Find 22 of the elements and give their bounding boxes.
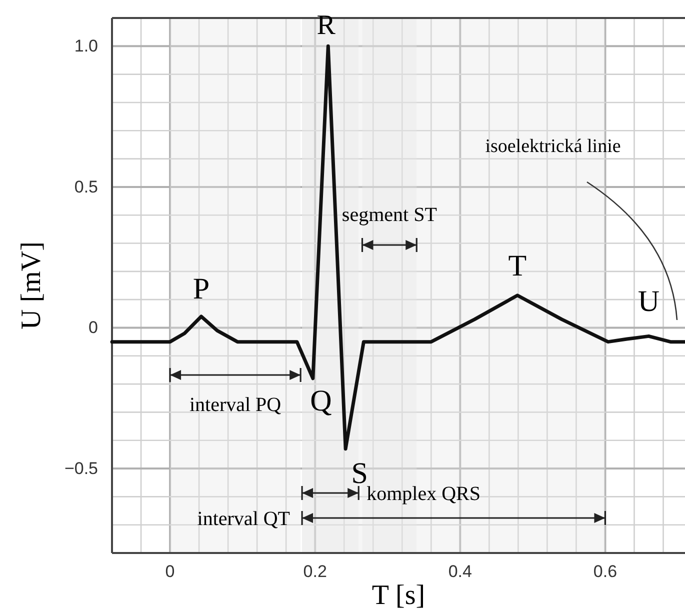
- annotation: isoelektrická linie: [485, 136, 621, 157]
- annotation: R: [316, 10, 336, 42]
- annotation: U: [638, 285, 660, 318]
- y-tick-label: 0.5: [74, 177, 98, 196]
- annotation: S: [351, 456, 368, 490]
- band-label: segment ST: [342, 204, 437, 226]
- annotation: T: [508, 249, 527, 282]
- x-tick-label: 0.2: [303, 562, 327, 582]
- x-tick-label: 0.4: [448, 562, 472, 582]
- x-tick-label: 0.6: [593, 562, 618, 582]
- annotation: Q: [310, 384, 332, 418]
- y-tick-label: −0.5: [64, 458, 98, 478]
- x-tick-label: 0: [165, 562, 175, 582]
- band-label: interval QT: [197, 508, 290, 530]
- line-series: [110, 44, 685, 451]
- band-label: interval PQ: [189, 394, 282, 416]
- band-label: komplex QRS: [366, 483, 481, 505]
- y-tick-label: 1.0: [74, 36, 98, 56]
- x-axis-title: T [s]: [372, 580, 426, 611]
- annotation: P: [192, 272, 210, 306]
- y-axis-title: U [mV]: [16, 242, 47, 330]
- y-tick-label: 0: [88, 318, 98, 338]
